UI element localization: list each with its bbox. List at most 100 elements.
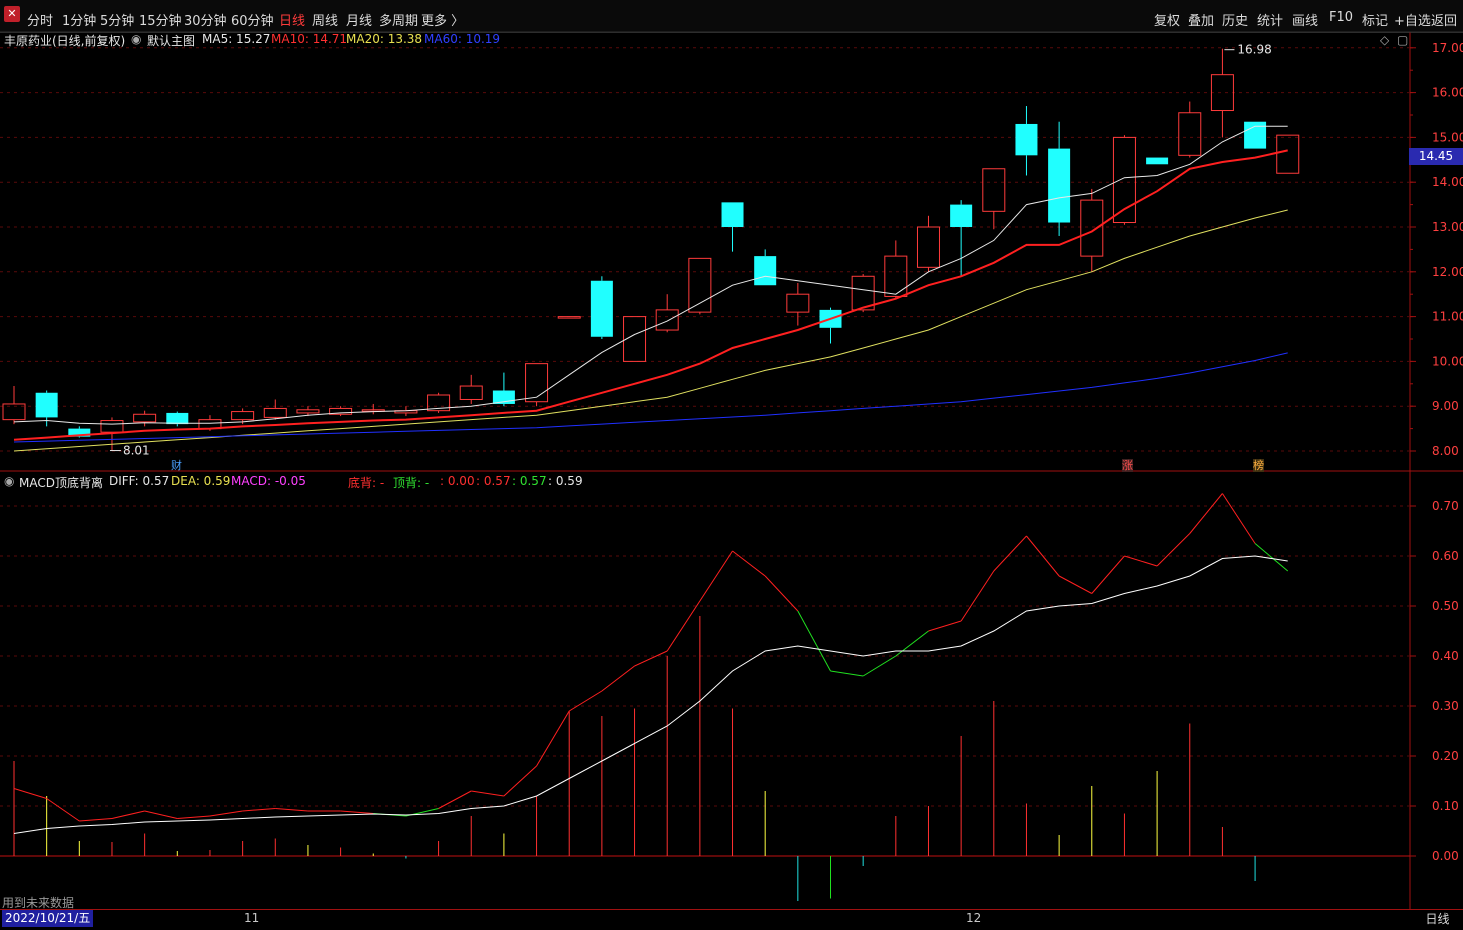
high-price-label: 16.98 — [1237, 43, 1271, 57]
diff-line — [993, 535, 1027, 572]
candle-body — [1080, 199, 1104, 257]
dea-legend: DEA: 0.59 — [171, 474, 231, 488]
toolbar-button[interactable]: 画线 — [1292, 14, 1319, 29]
chevron-down-icon[interactable]: ◉ — [4, 474, 15, 488]
ma5-legend: MA5: 15.27 — [202, 32, 271, 46]
candle-body — [263, 407, 287, 418]
candle-body — [296, 409, 320, 414]
ma5-line — [13, 125, 1288, 425]
template-name[interactable]: 默认主图 — [147, 34, 196, 48]
value-1: : 0.00 — [440, 474, 475, 488]
diff-line — [699, 550, 733, 602]
diff-line — [503, 765, 537, 797]
y-tick-label: 9.00 — [1432, 399, 1459, 413]
y-tick-label: 16.00 — [1432, 86, 1463, 100]
y-tick-label: 0.70 — [1432, 499, 1459, 513]
toolbar-button[interactable]: 叠加 — [1188, 14, 1215, 29]
y-tick-label: 0.10 — [1432, 799, 1459, 813]
diff-line — [471, 790, 504, 797]
period-tab[interactable]: 分时 — [27, 14, 54, 29]
candle-body — [2, 403, 26, 421]
candle-body — [688, 257, 712, 313]
diff-line — [568, 690, 603, 712]
y-tick-label: 15.00 — [1432, 130, 1463, 144]
toolbar-button[interactable]: 标记 — [1362, 14, 1389, 29]
y-tick-label: 0.60 — [1432, 549, 1459, 563]
diff-line — [340, 810, 374, 814]
y-tick-label: 17.00 — [1432, 41, 1463, 55]
candle-body — [851, 275, 875, 311]
toolbar-button[interactable]: 返回 — [1431, 14, 1458, 29]
diff-line — [797, 610, 831, 672]
diff-line — [242, 808, 276, 812]
y-tick-label: 8.00 — [1432, 444, 1459, 458]
diff-line — [1222, 493, 1256, 544]
candle-body — [623, 316, 647, 362]
period-indicator[interactable]: 日线 — [1425, 912, 1450, 926]
diamond-icon: ◇ — [1380, 33, 1390, 47]
diff-line — [209, 810, 243, 817]
candle-body — [1178, 112, 1202, 156]
ma60-legend: MA60: 10.19 — [424, 32, 501, 46]
rank-marker[interactable]: 榜 — [1253, 459, 1264, 472]
macd-legend: MACD: -0.05 — [231, 474, 306, 488]
candle-body — [557, 316, 581, 319]
candle-body — [1112, 136, 1136, 224]
diff-line — [46, 798, 80, 822]
toolbar-button[interactable]: 统计 — [1257, 14, 1284, 29]
candle-body — [1048, 148, 1071, 223]
period-tab[interactable]: 更多 〉 — [421, 14, 465, 29]
diff-line — [1026, 535, 1060, 577]
value-2: : 0.57 — [476, 474, 511, 488]
diff-line — [732, 550, 766, 577]
candle-body — [427, 394, 451, 412]
period-tab[interactable]: 5分钟 — [100, 14, 135, 29]
chevron-down-icon[interactable]: ◉ — [131, 32, 142, 46]
app-logo-icon[interactable]: ✕ — [4, 6, 20, 22]
candle-body — [916, 226, 940, 268]
period-tab[interactable]: 60分钟 — [231, 14, 274, 29]
finance-marker[interactable]: 财 — [171, 459, 182, 472]
period-tab[interactable]: 15分钟 — [139, 14, 182, 29]
diff-line — [960, 570, 995, 622]
diff-line — [634, 650, 668, 667]
toolbar-button[interactable]: 复权 — [1154, 14, 1181, 29]
toolbar-button[interactable]: +自选 — [1394, 14, 1431, 29]
diff-line — [1254, 543, 1289, 572]
period-tab[interactable]: 多周期 — [379, 14, 419, 29]
candle-body — [231, 411, 255, 421]
diff-line — [111, 810, 145, 819]
candle-body — [1015, 123, 1038, 156]
period-tab[interactable]: 月线 — [346, 14, 373, 29]
candle-body — [590, 280, 613, 337]
current-price-tag: 14.45 — [1409, 148, 1463, 165]
dingbei-legend: 顶背: - — [393, 476, 430, 490]
period-tab[interactable]: 1分钟 — [62, 14, 97, 29]
candle-body — [166, 412, 189, 425]
stock-title: 丰原药业(日线,前复权) — [4, 34, 126, 48]
candle-body — [329, 407, 353, 415]
candle-body — [100, 420, 124, 433]
y-tick-label: 12.00 — [1432, 265, 1463, 279]
y-tick-label: 11.00 — [1432, 310, 1463, 324]
diff-line — [764, 575, 799, 612]
period-tab[interactable]: 日线 — [279, 14, 306, 29]
limit-up-marker[interactable]: 涨 — [1122, 459, 1133, 472]
period-tab[interactable]: 30分钟 — [184, 14, 227, 29]
y-tick-label: 0.00 — [1432, 849, 1459, 863]
ma10-line — [13, 149, 1288, 441]
toolbar-button[interactable]: 历史 — [1222, 14, 1249, 29]
y-tick-label: 13.00 — [1432, 220, 1463, 234]
period-tab[interactable]: 周线 — [312, 14, 339, 29]
diff-line — [79, 818, 113, 822]
candle-body — [655, 309, 679, 331]
month-label-11: 11 — [244, 911, 260, 925]
diff-line — [144, 810, 178, 819]
y-tick-label: 0.50 — [1432, 599, 1459, 613]
ma20-legend: MA20: 13.38 — [346, 32, 423, 46]
candle-body — [35, 392, 58, 418]
time-axis — [0, 909, 1463, 930]
toolbar-button[interactable]: F10 — [1329, 10, 1354, 25]
candle-body — [133, 413, 157, 423]
